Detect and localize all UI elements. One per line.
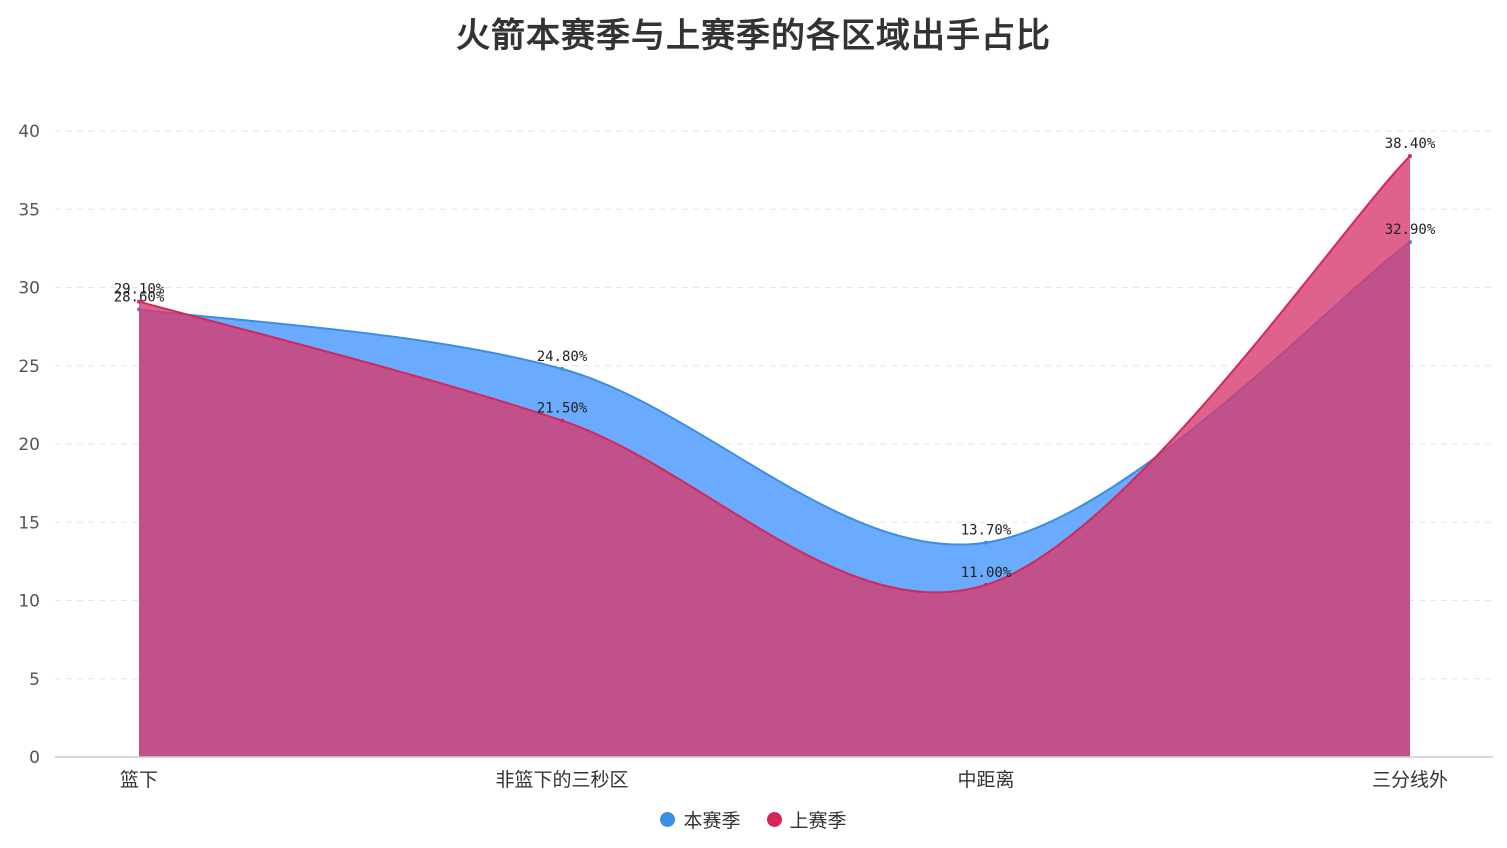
legend-label-current: 本赛季 xyxy=(683,810,741,832)
y-tick-label: 5 xyxy=(29,670,40,690)
series-area-last xyxy=(139,156,1410,758)
data-label: 29.10% xyxy=(114,282,165,298)
legend-item-current-season[interactable]: 本赛季 xyxy=(660,806,741,833)
series-line-last xyxy=(138,155,1411,594)
data-point[interactable] xyxy=(984,540,988,545)
data-label: 21.50% xyxy=(537,401,588,417)
y-tick-label: 0 xyxy=(29,748,40,768)
data-point[interactable] xyxy=(137,299,141,304)
x-tick-label: 中距离 xyxy=(957,769,1014,791)
y-tick-label: 35 xyxy=(18,200,40,220)
data-label: 28.60% xyxy=(114,289,165,305)
y-tick-label: 40 xyxy=(18,122,40,142)
data-point[interactable] xyxy=(560,366,564,371)
legend: 本赛季 上赛季 xyxy=(0,806,1507,833)
x-tick-label: 三分线外 xyxy=(1372,769,1448,791)
data-label: 38.40% xyxy=(1385,136,1436,152)
data-point[interactable] xyxy=(560,418,564,423)
legend-swatch-current xyxy=(660,812,676,827)
axes: 0 5 10 15 20 25 30 35 40 篮下 非篮下的三秒区 中距离 三分线外 xyxy=(18,122,1493,791)
y-tick-label: 20 xyxy=(18,435,40,455)
data-point[interactable] xyxy=(1408,154,1412,159)
legend-label-last: 上赛季 xyxy=(789,810,847,832)
y-tick-label: 10 xyxy=(18,592,40,612)
y-tick-label: 15 xyxy=(18,513,40,533)
data-point[interactable] xyxy=(984,582,988,587)
y-tick-label: 25 xyxy=(18,357,40,377)
x-tick-label: 非篮下的三秒区 xyxy=(495,769,628,791)
y-tick-label: 30 xyxy=(18,279,40,299)
x-tick-label: 篮下 xyxy=(120,769,158,791)
legend-item-last-season[interactable]: 上赛季 xyxy=(766,806,847,833)
series-areas xyxy=(137,154,1412,758)
data-label: 13.70% xyxy=(961,523,1012,539)
chart-title: 火箭本赛季与上赛季的各区域出手占比 xyxy=(456,16,1051,56)
data-label: 11.00% xyxy=(961,565,1012,581)
data-label: 24.80% xyxy=(537,349,588,365)
data-labels: 28.60% 24.80% 13.70% 32.90% 29.10% 21.50% 11.0… xyxy=(114,136,1436,581)
legend-swatch-last xyxy=(766,812,782,827)
data-label: 32.90% xyxy=(1385,222,1436,238)
